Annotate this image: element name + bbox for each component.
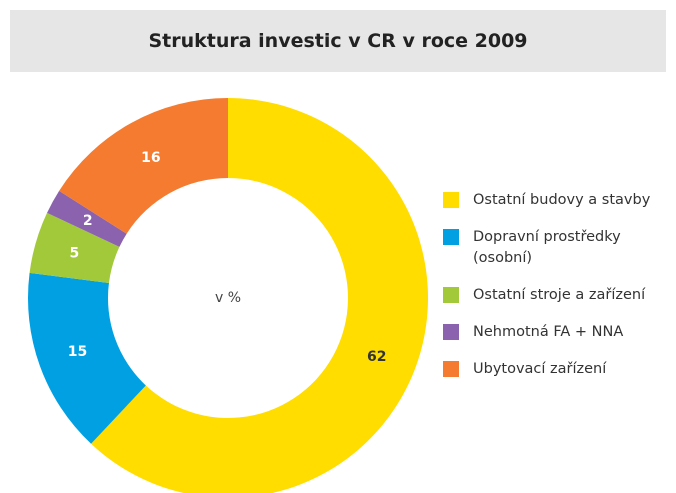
donut-slice [91, 98, 428, 493]
data-label: 15 [68, 344, 87, 360]
legend-item: Ostatní stroje a zařízení [443, 285, 673, 306]
legend-label: Ostatní stroje a zařízení [473, 287, 646, 303]
legend-item: Nehmotná FA + NNA [443, 322, 673, 343]
legend-swatch [443, 361, 459, 377]
donut-slice [27, 272, 146, 444]
data-label: 62 [367, 349, 386, 365]
legend-item: Ubytovací zařízení [443, 359, 673, 380]
donut-slice [47, 190, 127, 247]
data-label: 2 [83, 213, 93, 229]
chart-title: Struktura investic v CR v roce 2009 [10, 10, 666, 72]
legend-swatch [443, 287, 459, 303]
legend-item: Dopravní prostředky (osobní) [443, 227, 673, 269]
legend-swatch [443, 324, 459, 340]
donut-slice [59, 98, 228, 234]
legend-label: Nehmotná FA + NNA [473, 324, 624, 340]
donut-slice [29, 212, 120, 283]
legend-swatch [443, 229, 459, 245]
center-label: v % [215, 290, 241, 306]
legend: Ostatní budovy a stavby Dopravní prostřed… [443, 190, 673, 396]
legend-label: Ostatní budovy a stavby [473, 192, 651, 208]
legend-label: Dopravní prostředky (osobní) [473, 229, 621, 266]
legend-item: Ostatní budovy a stavby [443, 190, 673, 211]
data-label: 16 [141, 150, 160, 166]
data-label: 5 [69, 245, 79, 261]
legend-label: Ubytovací zařízení [473, 361, 607, 377]
legend-swatch [443, 192, 459, 208]
